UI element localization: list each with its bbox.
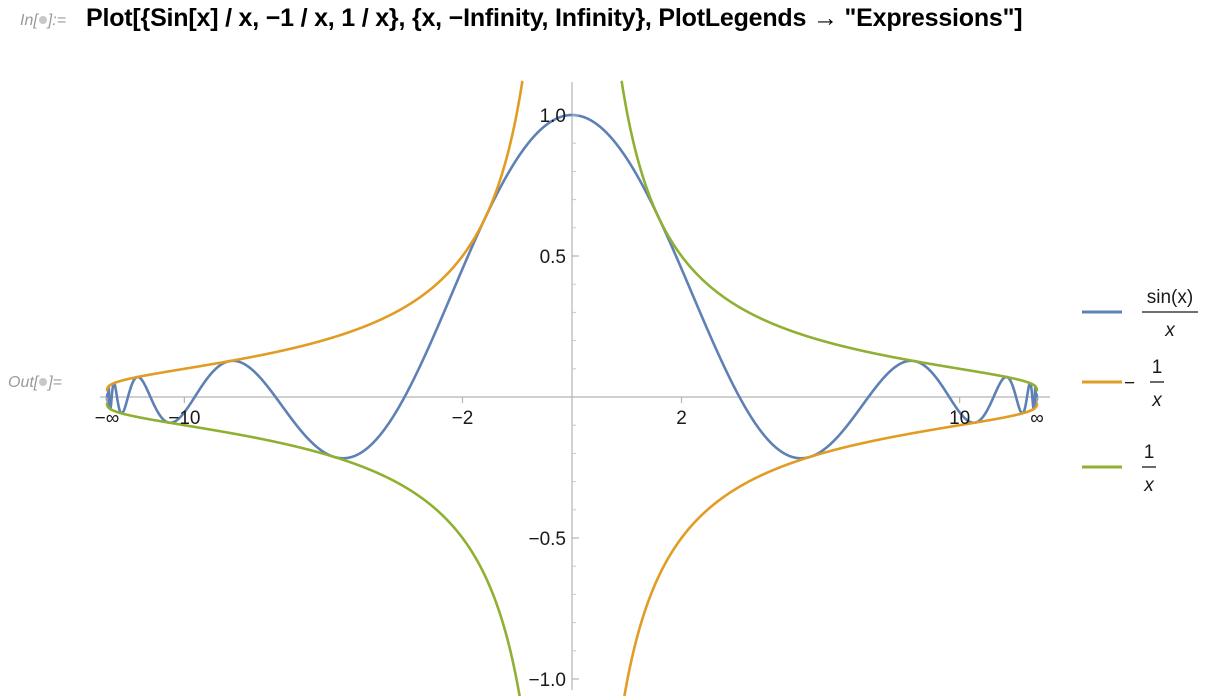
plot-ticks: −∞ −10 −2 2 10 ∞ 1.0 0.5 −0.5 −1.0 — [95, 106, 1044, 691]
input-expression[interactable]: Plot[{Sin[x] / x, −1 / x, 1 / x}, {x, −I… — [86, 4, 1023, 32]
cell-number-dot — [39, 378, 48, 386]
cell-number-dot — [38, 16, 47, 24]
neg-reciprocal-curve — [105, 80, 1039, 696]
x-tick-label: 2 — [676, 408, 687, 429]
legend-entry: −1 x — [1082, 357, 1164, 411]
legend-denominator: x — [1143, 475, 1155, 496]
x-tick-label: 10 — [949, 408, 970, 429]
y-tick-label: −0.5 — [528, 529, 566, 550]
output-cell-label: Out[ ]= — [8, 374, 62, 392]
input-label-prefix: In[ — [20, 12, 38, 29]
legend-entry: sin(x) x — [1082, 287, 1198, 341]
x-tick-label: −2 — [452, 408, 474, 429]
legend-numerator: 1 — [1144, 442, 1155, 463]
input-label-suffix: ]:= — [47, 12, 67, 29]
legend-entry: 1x — [1082, 442, 1156, 496]
y-tick-label: −1.0 — [528, 670, 566, 691]
output-label-prefix: Out[ — [8, 374, 39, 391]
input-cell-label: In[ ]:= — [20, 12, 66, 30]
legend-denominator: x — [1164, 320, 1176, 341]
output-label-suffix: ]= — [48, 374, 63, 391]
legend-denominator: x — [1151, 390, 1163, 411]
legend-numerator: sin(x) — [1147, 287, 1193, 308]
x-tick-label: −10 — [168, 408, 200, 429]
y-tick-label: 0.5 — [540, 247, 566, 268]
plot-axes — [100, 82, 1050, 690]
legend-numerator: 1 — [1152, 357, 1163, 378]
y-tick-label: 1.0 — [540, 106, 566, 127]
reciprocal-curve — [105, 80, 1039, 696]
x-tick-label: −∞ — [95, 408, 120, 429]
x-tick-label: ∞ — [1030, 408, 1044, 429]
legend-sign: − — [1124, 373, 1135, 394]
